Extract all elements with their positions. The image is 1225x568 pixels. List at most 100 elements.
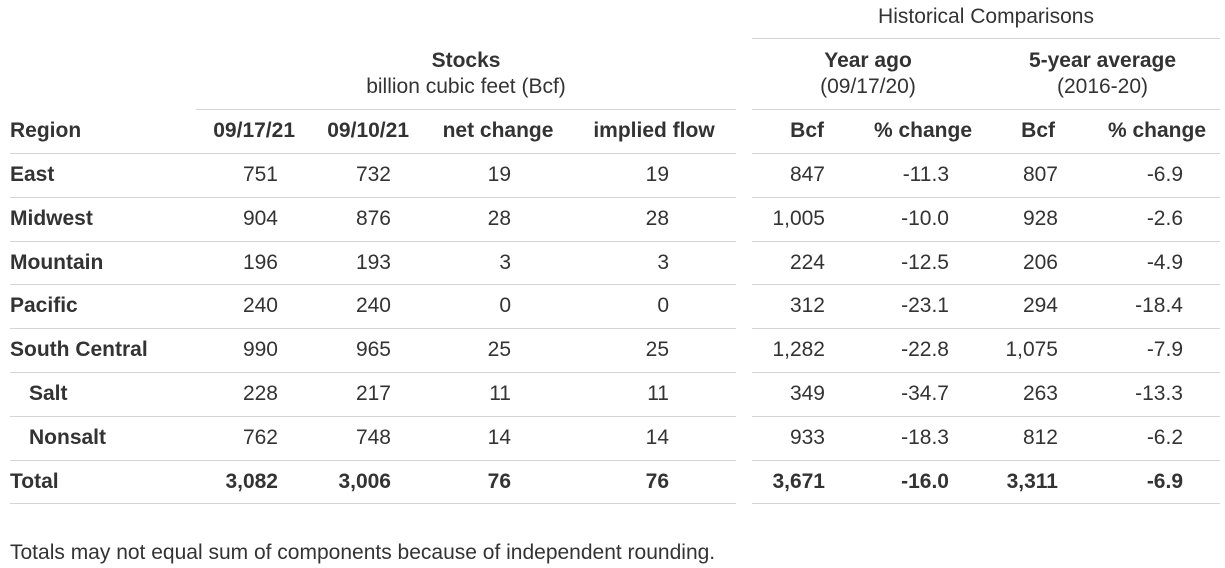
cell-year-ago-bcf: 933 bbox=[789, 426, 825, 449]
cell-region: East bbox=[10, 163, 55, 186]
cell-current-week: 762 bbox=[242, 426, 278, 449]
row-divider bbox=[752, 503, 1220, 504]
cell-current-week: 240 bbox=[242, 294, 278, 317]
cell-year-ago-pct: -16.0 bbox=[901, 470, 949, 493]
column-header-prior-week: 09/10/21 bbox=[327, 119, 409, 142]
column-header-implied-flow: implied flow bbox=[593, 119, 715, 142]
cell-prior-week: 240 bbox=[355, 294, 391, 317]
five-year-subtitle: (2016-20) bbox=[1056, 75, 1149, 98]
cell-implied-flow: 19 bbox=[645, 163, 669, 186]
year-ago-group-header: Year ago (09/17/20) bbox=[752, 48, 984, 100]
footnote: Totals may not equal sum of components b… bbox=[10, 541, 716, 564]
cell-prior-week: 965 bbox=[355, 338, 391, 361]
cell-net-change: 3 bbox=[499, 251, 511, 274]
divider bbox=[752, 38, 1220, 39]
cell-region: Mountain bbox=[10, 251, 104, 274]
cell-five-year-pct: -13.3 bbox=[1135, 382, 1183, 405]
cell-five-year-pct: -6.9 bbox=[1146, 163, 1183, 186]
year-ago-subtitle: (09/17/20) bbox=[820, 75, 916, 98]
cell-five-year-bcf: 3,311 bbox=[1006, 470, 1058, 493]
cell-five-year-pct: -2.6 bbox=[1146, 207, 1183, 230]
cell-net-change: 19 bbox=[487, 163, 511, 186]
cell-year-ago-bcf: 3,671 bbox=[772, 470, 825, 493]
cell-five-year-pct: -6.2 bbox=[1146, 426, 1183, 449]
cell-year-ago-pct: -10.0 bbox=[901, 207, 949, 230]
divider bbox=[196, 109, 736, 110]
row-divider bbox=[10, 503, 736, 504]
cell-five-year-bcf: 807 bbox=[1022, 163, 1058, 186]
column-header-net-change: net change bbox=[442, 119, 554, 142]
cell-year-ago-pct: -34.7 bbox=[901, 382, 949, 405]
cell-net-change: 0 bbox=[499, 294, 511, 317]
cell-implied-flow: 3 bbox=[657, 251, 669, 274]
cell-five-year-bcf: 263 bbox=[1022, 382, 1058, 405]
cell-net-change: 28 bbox=[487, 207, 511, 230]
stocks-title: Stocks bbox=[431, 49, 501, 72]
cell-net-change: 11 bbox=[489, 382, 511, 405]
cell-region: Midwest bbox=[10, 207, 93, 230]
cell-current-week: 228 bbox=[242, 382, 278, 405]
stocks-subtitle: billion cubic feet (Bcf) bbox=[366, 75, 566, 98]
divider bbox=[752, 109, 1220, 110]
row-divider bbox=[10, 372, 736, 373]
column-header-year-ago-bcf: Bcf bbox=[790, 119, 824, 142]
five-year-group-header: 5-year average (2016-20) bbox=[985, 48, 1220, 100]
cell-implied-flow: 14 bbox=[645, 426, 669, 449]
row-divider bbox=[10, 284, 736, 285]
cell-region: South Central bbox=[10, 338, 148, 361]
column-header-five-year-pct: % change bbox=[1107, 119, 1206, 142]
row-divider bbox=[10, 460, 736, 461]
cell-year-ago-pct: -18.3 bbox=[901, 426, 949, 449]
cell-year-ago-pct: -23.1 bbox=[901, 294, 949, 317]
five-year-title: 5-year average bbox=[1028, 49, 1177, 72]
column-header-five-year-bcf: Bcf bbox=[1021, 119, 1055, 142]
year-ago-title: Year ago bbox=[824, 49, 912, 72]
cell-five-year-bcf: 812 bbox=[1022, 426, 1058, 449]
cell-five-year-pct: -7.9 bbox=[1146, 338, 1183, 361]
cell-year-ago-bcf: 1,005 bbox=[772, 207, 825, 230]
column-header-current-week: 09/17/21 bbox=[213, 119, 295, 142]
row-divider bbox=[10, 153, 736, 154]
cell-current-week: 904 bbox=[242, 207, 278, 230]
row-divider bbox=[10, 328, 736, 329]
cell-five-year-bcf: 294 bbox=[1022, 294, 1058, 317]
cell-year-ago-bcf: 847 bbox=[789, 163, 825, 186]
cell-region: Total bbox=[10, 470, 59, 493]
cell-five-year-bcf: 1,075 bbox=[1005, 338, 1058, 361]
row-divider bbox=[752, 284, 1220, 285]
cell-prior-week: 876 bbox=[355, 207, 391, 230]
cell-region: Pacific bbox=[10, 294, 78, 317]
column-header-year-ago-pct: % change bbox=[873, 119, 972, 142]
cell-five-year-pct: -6.9 bbox=[1146, 470, 1183, 493]
cell-five-year-bcf: 206 bbox=[1022, 251, 1058, 274]
cell-year-ago-bcf: 1,282 bbox=[772, 338, 825, 361]
cell-year-ago-bcf: 224 bbox=[789, 251, 825, 274]
cell-net-change: 25 bbox=[487, 338, 511, 361]
row-divider bbox=[752, 153, 1220, 154]
cell-current-week: 196 bbox=[242, 251, 278, 274]
row-divider bbox=[752, 197, 1220, 198]
cell-implied-flow: 11 bbox=[647, 382, 669, 405]
cell-implied-flow: 0 bbox=[657, 294, 669, 317]
cell-year-ago-pct: -12.5 bbox=[901, 251, 949, 274]
row-divider bbox=[752, 241, 1220, 242]
cell-net-change: 14 bbox=[487, 426, 511, 449]
row-divider bbox=[752, 372, 1220, 373]
cell-five-year-pct: -4.9 bbox=[1146, 251, 1183, 274]
cell-implied-flow: 25 bbox=[645, 338, 669, 361]
cell-prior-week: 3,006 bbox=[338, 470, 391, 493]
row-divider bbox=[10, 241, 736, 242]
cell-prior-week: 193 bbox=[355, 251, 391, 274]
row-divider bbox=[10, 416, 736, 417]
column-header-region: Region bbox=[10, 119, 82, 142]
historical-comparisons-title: Historical Comparisons bbox=[878, 5, 1094, 28]
row-divider bbox=[752, 460, 1220, 461]
cell-five-year-bcf: 928 bbox=[1022, 207, 1058, 230]
cell-region: Salt bbox=[29, 382, 68, 405]
cell-current-week: 990 bbox=[242, 338, 278, 361]
row-divider bbox=[752, 416, 1220, 417]
cell-five-year-pct: -18.4 bbox=[1135, 294, 1183, 317]
row-divider bbox=[10, 197, 736, 198]
cell-region: Nonsalt bbox=[29, 426, 107, 449]
cell-year-ago-bcf: 349 bbox=[789, 382, 825, 405]
